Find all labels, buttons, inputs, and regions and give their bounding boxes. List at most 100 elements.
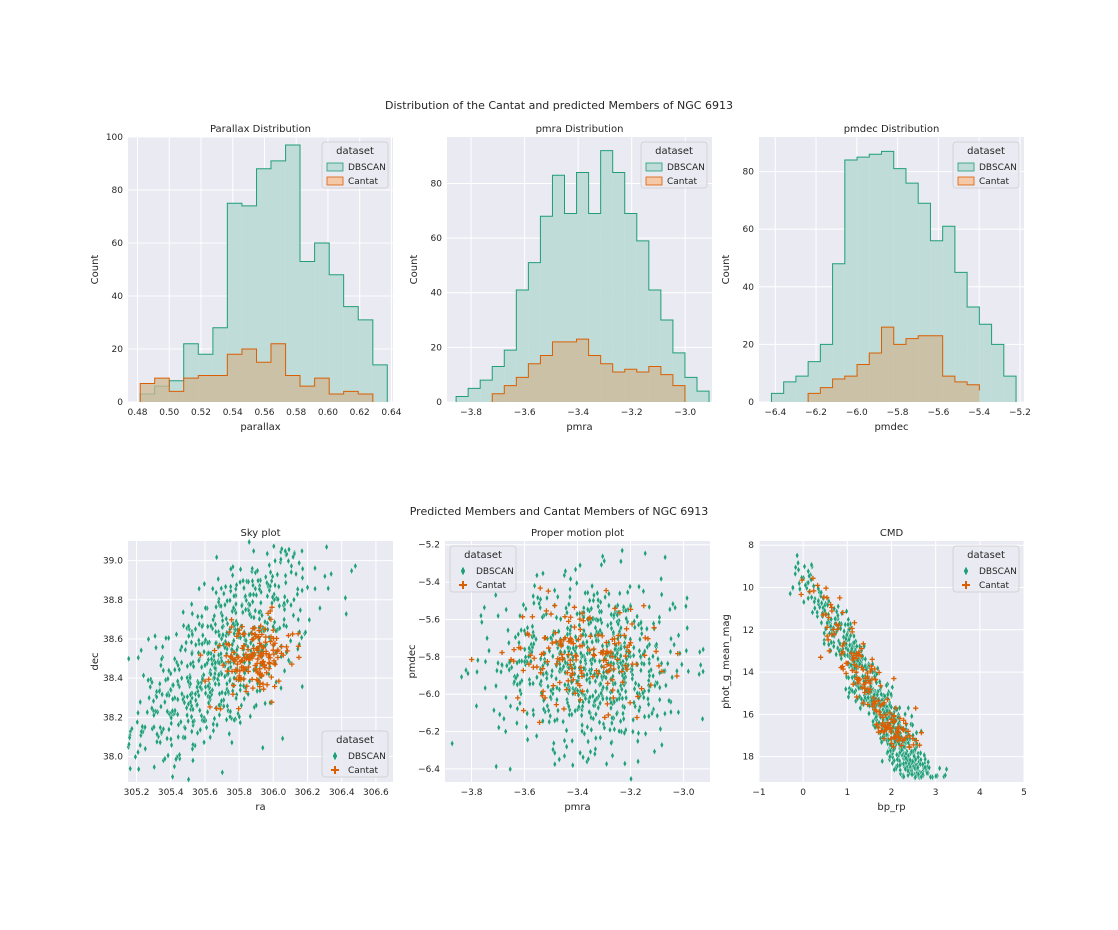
dbscan-point: [303, 628, 308, 636]
cantat-point: [567, 657, 573, 663]
dbscan-point: [595, 589, 600, 597]
dbscan-bin: [795, 376, 809, 402]
dbscan-point: [566, 644, 570, 652]
dbscan-point: [271, 542, 276, 550]
dbscan-point: [535, 673, 539, 681]
dbscan-point: [214, 589, 219, 597]
dbscan-point: [189, 727, 194, 736]
legend-title: dataset: [967, 550, 1005, 561]
cantat-step-outline: [807, 326, 980, 402]
dbscan-point: [652, 747, 657, 756]
cantat-bin: [256, 362, 271, 402]
cantat-point: [628, 606, 634, 612]
dbscan-point: [203, 604, 208, 612]
dbscan-point: [857, 642, 862, 650]
cantat-point: [272, 661, 278, 668]
dbscan-point: [232, 592, 236, 600]
dbscan-point: [202, 580, 207, 588]
dbscan-point: [172, 762, 177, 771]
dbscan-point: [663, 553, 668, 561]
cantat-point: [280, 652, 286, 658]
dbscan-point: [578, 561, 582, 569]
dbscan-point: [186, 775, 191, 784]
cantat-point: [910, 742, 917, 748]
cantat-point: [821, 594, 827, 600]
dbscan-point: [614, 710, 619, 718]
dbscan-point: [593, 745, 598, 753]
dbscan-point: [636, 681, 641, 689]
dbscan-point: [588, 693, 592, 701]
cantat-point: [602, 714, 608, 721]
x-tick-label: 305.6: [192, 788, 218, 798]
dbscan-point: [806, 567, 811, 575]
cantat-point: [255, 670, 261, 676]
cantat-point: [276, 678, 282, 684]
cantat-point: [245, 668, 251, 675]
dbscan-point: [611, 611, 616, 619]
cantat-point: [542, 635, 548, 641]
legend-title: dataset: [655, 146, 693, 157]
dbscan-point: [152, 711, 156, 719]
dbscan-point: [207, 693, 212, 701]
cantat-point: [538, 670, 544, 676]
x-tick-label: 0.52: [191, 408, 211, 418]
y-axis-label: pmdec: [407, 644, 418, 678]
dbscan-point: [276, 582, 281, 591]
dbscan-point: [639, 630, 644, 638]
cantat-point: [856, 677, 862, 684]
dbscan-point: [243, 592, 248, 600]
dbscan-point: [585, 687, 590, 695]
cantat-point: [635, 693, 641, 700]
legend-label-cantat: Cantat: [348, 177, 379, 187]
dbscan-point: [216, 575, 221, 583]
dbscan-point: [515, 719, 519, 727]
x-tick-label: 305.2: [124, 788, 150, 798]
cantat-point: [571, 604, 578, 610]
cantat-point: [825, 637, 831, 643]
dbscan-point: [464, 666, 468, 674]
cantat-point: [579, 610, 585, 616]
cantat-point: [260, 658, 267, 665]
dbscan-point: [528, 680, 532, 688]
dbscan-point: [185, 662, 190, 670]
dbscan-point: [519, 626, 524, 634]
dbscan-point: [166, 751, 170, 760]
dbscan-point: [622, 729, 627, 737]
dbscan-point: [888, 753, 892, 761]
dbscan-point: [593, 687, 598, 696]
x-tick-label: 0.62: [350, 408, 370, 418]
dbscan-point: [922, 751, 927, 759]
dbscan-point: [609, 610, 614, 619]
dbscan-point: [651, 672, 655, 680]
cantat-point: [865, 701, 871, 708]
dbscan-point: [548, 712, 553, 720]
dbscan-point: [530, 622, 535, 631]
dbscan-point: [701, 667, 705, 676]
dbscan-point: [568, 585, 572, 593]
dbscan-point: [300, 565, 305, 573]
dbscan-point: [565, 609, 569, 617]
dbscan-point: [324, 543, 329, 551]
dbscan-point: [846, 674, 851, 682]
dbscan-point: [300, 574, 305, 582]
cantat-point: [217, 643, 223, 649]
dbscan-point: [198, 726, 203, 734]
dbscan-step-outline: [770, 150, 1017, 402]
cantat-point: [591, 652, 598, 659]
dbscan-point: [241, 577, 245, 585]
dbscan-point: [507, 666, 512, 674]
dbscan-point: [147, 694, 152, 702]
dbscan-point: [240, 608, 245, 617]
dbscan-point: [841, 633, 846, 641]
dbscan-point: [173, 706, 177, 715]
dbscan-point: [153, 632, 157, 640]
dbscan-point: [686, 667, 691, 675]
dbscan-point: [656, 655, 660, 663]
cantat-bin: [552, 341, 565, 402]
cantat-point: [255, 656, 261, 662]
cantat-point: [577, 683, 583, 689]
cantat-point: [261, 663, 267, 669]
legend-box: [321, 730, 389, 778]
dbscan-point: [291, 553, 296, 561]
cantat-point: [872, 707, 878, 713]
